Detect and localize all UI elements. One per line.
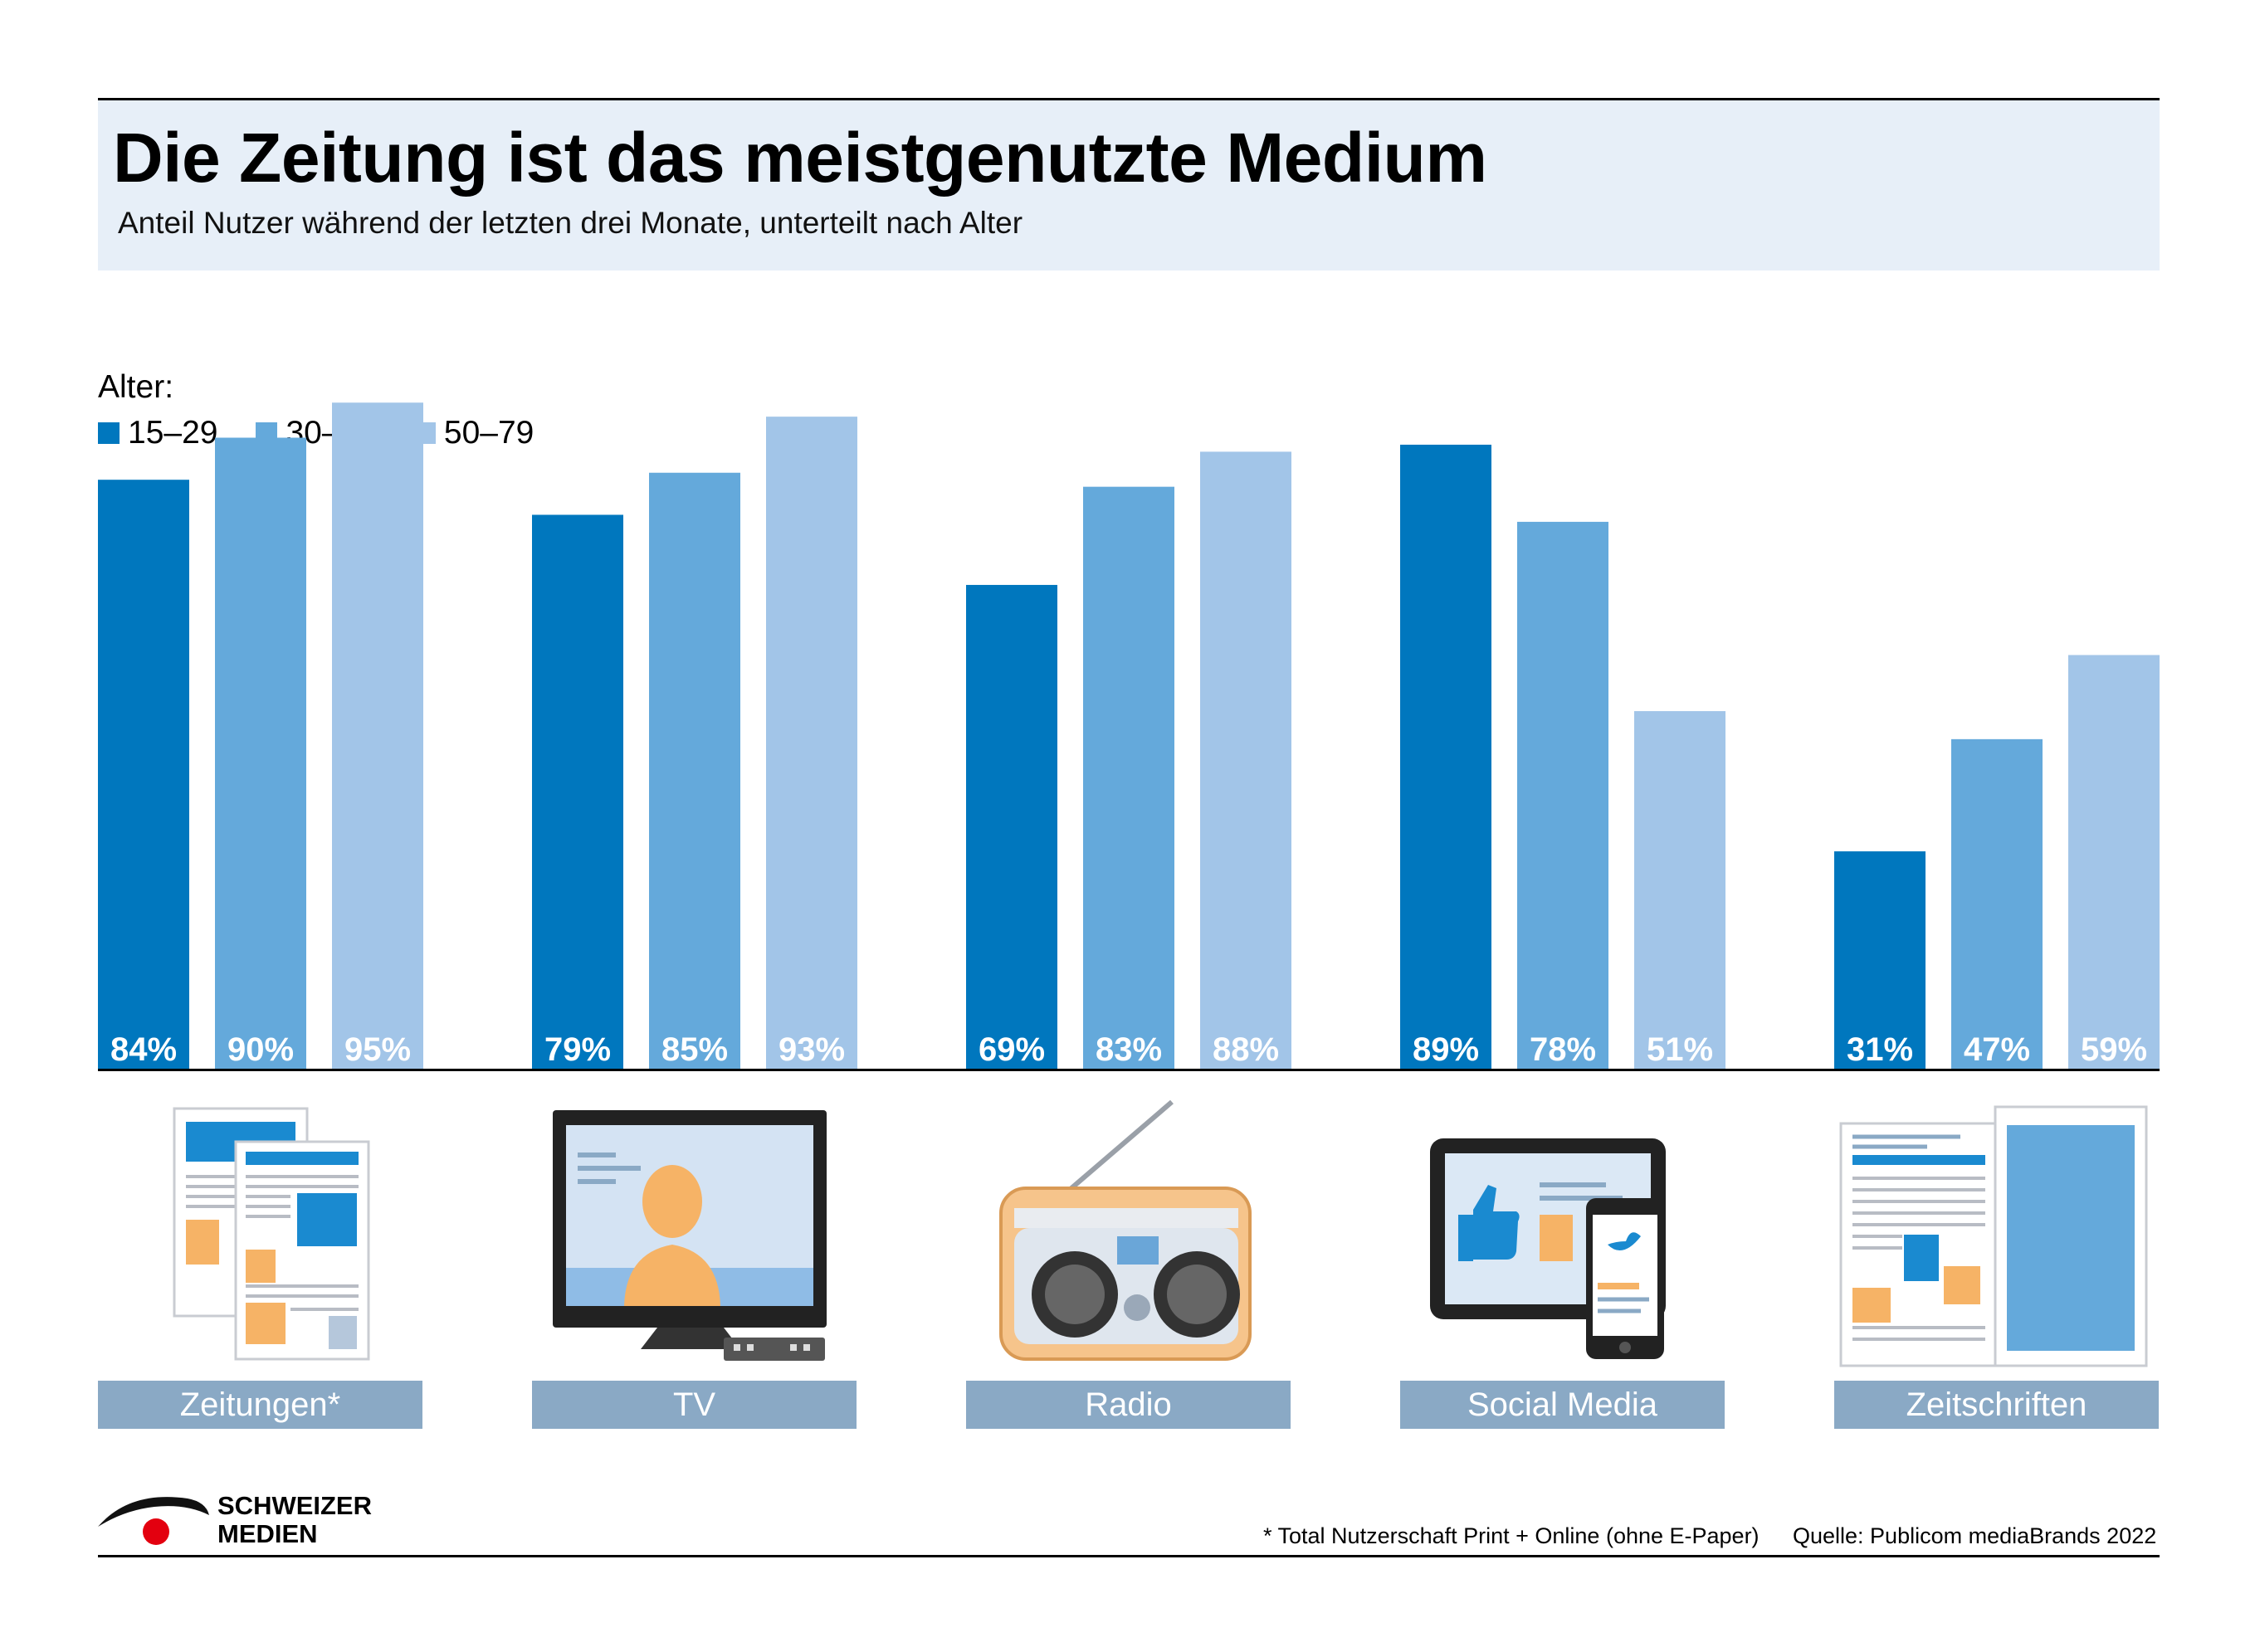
bar-4-3 <box>1634 711 1725 1069</box>
bar-4-1 <box>1400 444 1491 1069</box>
logo-line-1: SCHWEIZER <box>217 1491 372 1520</box>
bar-value-label: 85% <box>661 1031 728 1068</box>
bar-value-label: 88% <box>1213 1031 1279 1068</box>
bar-value-label: 89% <box>1413 1031 1479 1068</box>
bar-value-label: 78% <box>1530 1031 1596 1068</box>
bar-4-2 <box>1517 521 1608 1069</box>
bar-3-2 <box>1083 486 1174 1069</box>
bar-5-3 <box>2068 655 2160 1069</box>
bar-chart: 84% 90% 95% 79% 85% 93% 69% 83% 88% 89% 78% 51% 31% 4… <box>98 402 2160 1071</box>
top-rule <box>98 98 2160 100</box>
newspaper-icon <box>173 1107 370 1361</box>
chart-title: Die Zeitung ist das meistgenutzte Medium <box>113 119 1487 197</box>
category-label-social-media: Social Media <box>1400 1381 1725 1429</box>
bar-value-label: 31% <box>1847 1031 1913 1068</box>
category-label-tv: TV <box>532 1381 857 1429</box>
bar-3-3 <box>1200 451 1291 1069</box>
logo-line-2: MEDIEN <box>217 1519 318 1548</box>
legend: 15–29 30–49 50–79 <box>98 415 572 451</box>
radio-icon <box>999 1099 1252 1361</box>
legend-item-15-29: 15–29 <box>98 415 217 451</box>
logo-text: SCHWEIZER MEDIEN <box>217 1492 372 1548</box>
category-label-zeitschriften: Zeitschriften <box>1834 1381 2159 1429</box>
chart-subtitle: Anteil Nutzer während der letzten drei M… <box>118 206 1023 240</box>
bar-value-label: 79% <box>544 1031 611 1068</box>
bar-value-label: 83% <box>1096 1031 1162 1068</box>
bar-value-label: 95% <box>344 1031 411 1068</box>
bar-value-label: 51% <box>1647 1031 1713 1068</box>
header-band <box>98 100 2160 270</box>
legend-label: 50–79 <box>443 415 534 451</box>
schweizer-medien-logo <box>98 1497 209 1545</box>
bar-2-3 <box>766 417 857 1069</box>
bar-value-label: 69% <box>979 1031 1045 1068</box>
bar-value-label: 93% <box>779 1031 845 1068</box>
source-note: Quelle: Publicom mediaBrands 2022 <box>1793 1523 2157 1548</box>
bar-2-1 <box>532 514 623 1069</box>
bar-value-label: 47% <box>1964 1031 2030 1068</box>
legend-label: 15–29 <box>128 415 218 451</box>
bar-3-1 <box>966 584 1057 1069</box>
bar-value-label: 90% <box>227 1031 294 1068</box>
magazine-icon <box>1839 1105 2148 1367</box>
bar-2-2 <box>649 472 740 1069</box>
bar-value-label: 59% <box>2081 1031 2147 1068</box>
category-label-radio: Radio <box>966 1381 1291 1429</box>
bar-5-2 <box>1951 738 2043 1069</box>
bottom-rule <box>98 1555 2160 1557</box>
category-label-zeitungen: Zeitungen* <box>98 1381 422 1429</box>
tv-icon <box>553 1110 827 1361</box>
legend-title: Alter: <box>98 369 174 405</box>
bar-1-1 <box>98 480 189 1069</box>
bar-value-label: 84% <box>110 1031 177 1068</box>
bar-5-1 <box>1834 851 1926 1069</box>
social-media-icon <box>1430 1138 1666 1359</box>
footnote: * Total Nutzerschaft Print + Online (ohn… <box>1263 1523 1760 1548</box>
legend-swatch <box>98 422 120 444</box>
bar-1-3 <box>332 402 423 1069</box>
bar-1-2 <box>215 437 306 1069</box>
